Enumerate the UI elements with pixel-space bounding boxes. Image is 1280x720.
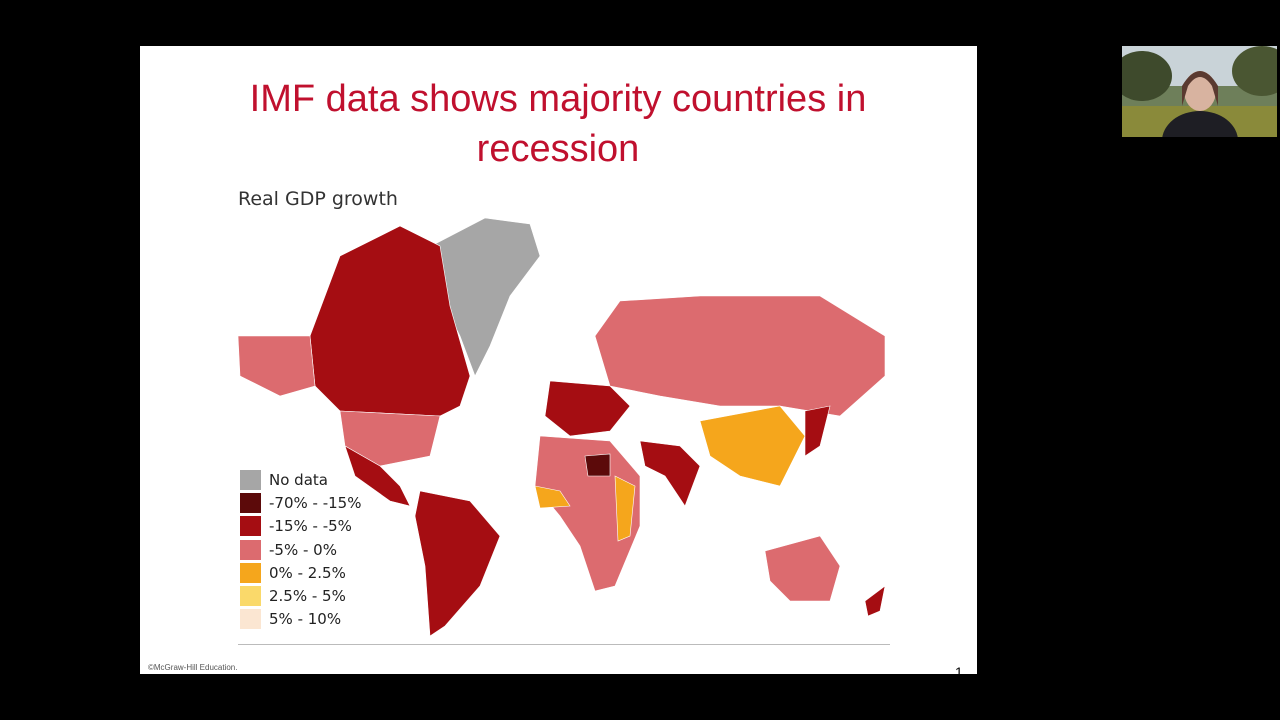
legend-label: No data — [269, 470, 328, 489]
webcam-image — [1122, 46, 1277, 137]
world-map — [237, 217, 886, 637]
legend-label: 2.5% - 5% — [269, 587, 346, 606]
map-region — [237, 335, 316, 397]
legend-item: -5% - 0% — [240, 538, 361, 561]
map-region — [594, 295, 886, 417]
legend-label: -70% - -15% — [269, 493, 362, 512]
legend-swatch — [240, 609, 261, 630]
legend-item: 2.5% - 5% — [240, 584, 361, 607]
legend-swatch — [240, 539, 261, 560]
legend-label: 5% - 10% — [269, 610, 342, 629]
map-region — [584, 453, 611, 477]
slide-title: IMF data shows majority countries in rec… — [249, 78, 867, 170]
legend-label: -5% - 0% — [269, 540, 337, 559]
map-title: Real GDP growth — [238, 188, 398, 210]
map-region — [534, 485, 571, 509]
legend-swatch — [240, 492, 261, 513]
legend-item: No data — [240, 468, 361, 491]
map-region — [699, 405, 806, 487]
map-region — [804, 405, 831, 457]
legend-swatch — [240, 469, 261, 490]
map-region — [764, 535, 841, 602]
page-number: 1 — [955, 664, 963, 674]
footer: ©McGraw-Hill Education. — [148, 663, 238, 672]
map-region — [544, 380, 631, 437]
map-region — [614, 475, 636, 542]
map-region — [339, 410, 441, 467]
legend-item: -70% - -15% — [240, 491, 361, 514]
legend-swatch — [240, 586, 261, 607]
legend: No data -70% - -15% -15% - -5% -5% - 0% 0% -… — [240, 468, 361, 631]
legend-swatch — [240, 516, 261, 537]
legend-item: 0% - 2.5% — [240, 561, 361, 584]
legend-swatch — [240, 562, 261, 583]
divider — [238, 644, 890, 645]
legend-label: 0% - 2.5% — [269, 563, 346, 582]
webcam-thumbnail — [1122, 46, 1277, 137]
legend-item: 5% - 10% — [240, 608, 361, 631]
legend-label: -15% - -5% — [269, 517, 352, 536]
legend-item: -15% - -5% — [240, 515, 361, 538]
slide: IMF data shows majority countries in rec… — [140, 46, 977, 674]
map-region — [864, 585, 886, 617]
map-region — [639, 440, 701, 507]
map-region — [344, 445, 411, 507]
map-region — [414, 490, 501, 637]
map-region — [309, 225, 471, 417]
